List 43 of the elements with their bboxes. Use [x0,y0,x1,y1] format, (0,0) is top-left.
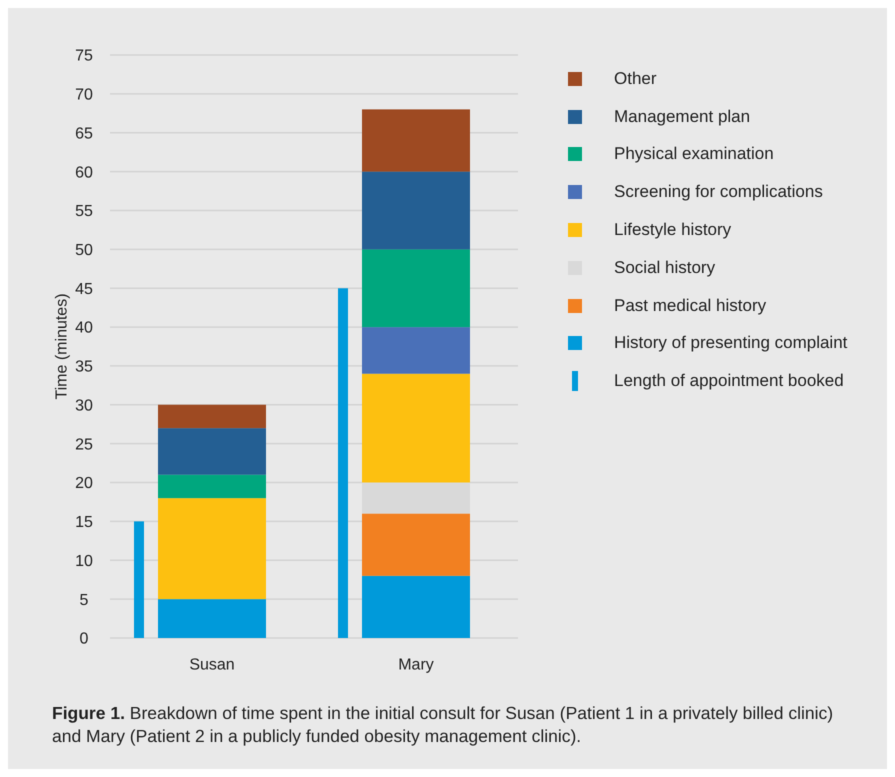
bar [362,576,470,638]
bar [362,514,470,576]
bar [158,474,266,498]
y-tick-label: 55 [75,203,93,220]
bar [362,374,470,483]
bar [158,498,266,600]
y-tick-label: 70 [75,86,93,104]
legend-label: History of presenting complaint [614,333,848,354]
bar [158,599,266,638]
legend-label: Length of appointment booked [614,371,844,392]
legend-label: Social history [614,258,716,278]
legend-label: Other [614,68,657,89]
bar [158,428,266,475]
y-tick-label: 65 [75,125,93,142]
y-tick-label: 25 [75,436,93,454]
y-tick-label: 35 [75,358,93,376]
bar [158,404,266,428]
y-tick-label: 30 [75,397,93,414]
legend-label: Screening for complications [614,182,823,202]
y-tick-label: 50 [75,242,93,260]
caption: Figure 1. Breakdown of time spent in the initial consult for Susan (Patient 1 in a privately billed clinic) and Mary (Patient 2 in a publicly funded obesity management clinic). [52,702,834,748]
x-tick-label: Mary [398,656,434,674]
y-tick-label: 60 [75,164,93,182]
legend-label: Management plan [614,106,750,127]
y-tick-label: 40 [75,320,93,337]
bar [362,327,470,374]
y-tick-label: 45 [75,280,93,298]
y-axis-title: Time (minutes) [54,293,71,400]
legend-label: Lifestyle history [614,220,732,240]
bar [362,172,470,250]
y-tick-label: 10 [75,552,93,570]
y-tick-label: 20 [75,475,93,492]
legend-label: Past medical history [614,296,766,316]
y-tick-label: 0 [80,630,89,648]
bar [338,288,348,638]
bar [362,109,470,172]
y-tick-label: 5 [80,592,89,609]
bar [134,521,144,638]
x-tick-label: Susan [189,656,235,674]
y-tick-label: 75 [75,48,93,65]
y-tick-label: 15 [75,514,93,532]
legend-label: Physical examination [614,144,774,164]
bar [362,249,470,328]
